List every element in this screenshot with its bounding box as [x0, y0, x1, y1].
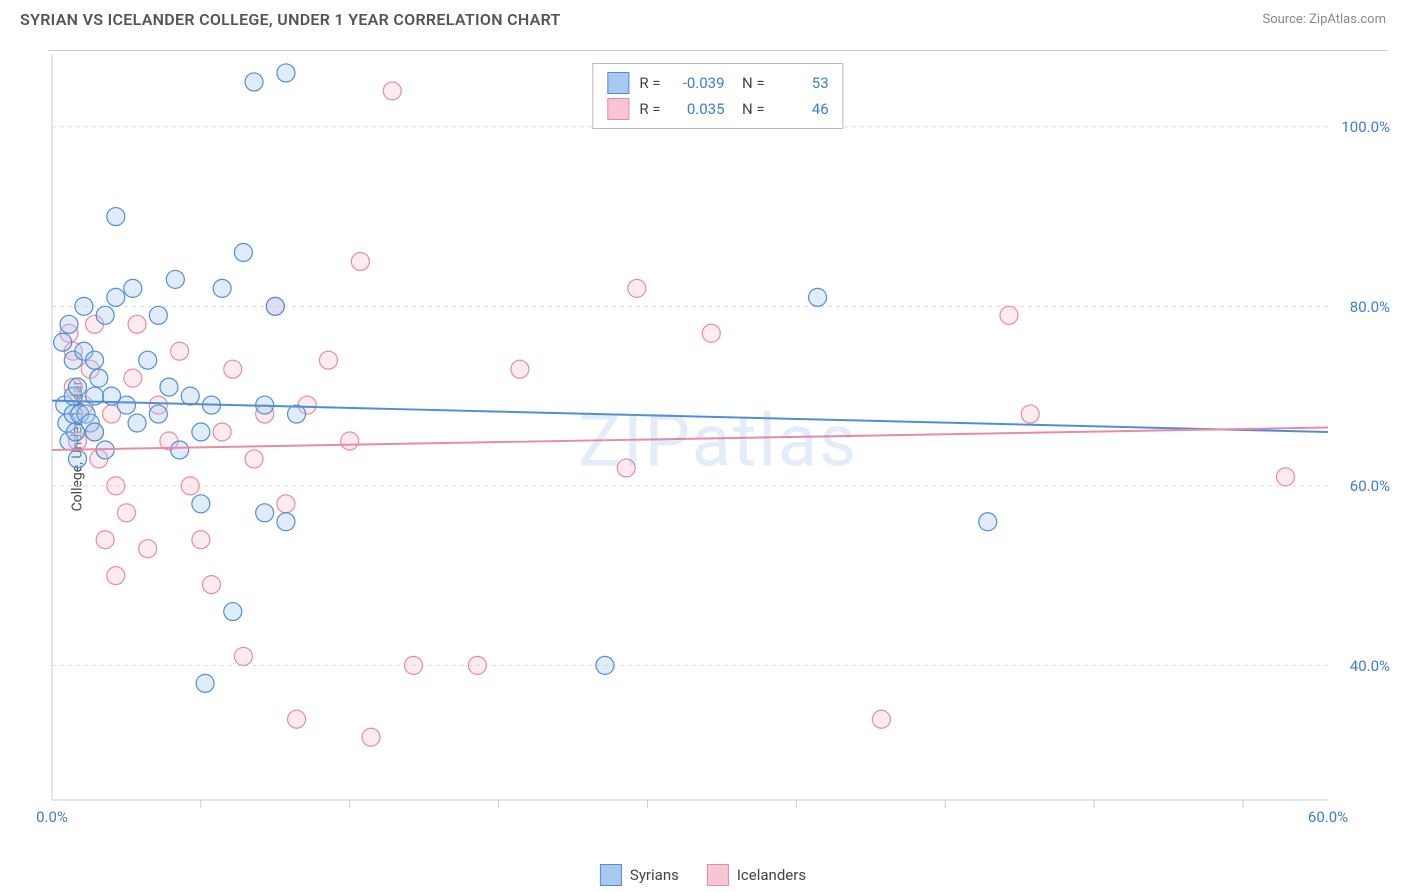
legend-r-value-icelanders: 0.035: [671, 100, 725, 118]
y-tick-label: 100.0%: [1337, 118, 1394, 136]
chart-source: Source: ZipAtlas.com: [1262, 12, 1386, 27]
chart-area: ZIPatlas R = -0.039 N = 53 R = 0.035 N =…: [48, 50, 1388, 830]
y-tick-label: 60.0%: [1346, 477, 1394, 495]
x-tick-label: 60.0%: [1308, 808, 1348, 826]
legend-n-label: N =: [735, 100, 765, 118]
legend-label-syrians: Syrians: [630, 866, 679, 884]
chart-header: SYRIAN VS ICELANDER COLLEGE, UNDER 1 YEA…: [0, 0, 1406, 35]
scatter-plot: [48, 51, 1388, 830]
legend-n-label: N =: [735, 74, 765, 92]
x-tick-label: 0.0%: [36, 808, 68, 826]
legend-r-value-syrians: -0.039: [671, 74, 725, 92]
chart-title: SYRIAN VS ICELANDER COLLEGE, UNDER 1 YEA…: [20, 10, 561, 29]
legend-swatch-icelanders-icon: [707, 864, 729, 886]
legend-n-value-syrians: 53: [775, 74, 829, 92]
y-tick-label: 40.0%: [1346, 657, 1394, 675]
series-legend: Syrians Icelanders: [600, 864, 806, 886]
legend-swatch-icelanders: [607, 98, 629, 120]
legend-item-syrians: Syrians: [600, 864, 679, 886]
legend-item-icelanders: Icelanders: [707, 864, 806, 886]
correlation-legend: R = -0.039 N = 53 R = 0.035 N = 46: [592, 63, 843, 129]
legend-swatch-syrians-icon: [600, 864, 622, 886]
legend-row-syrians: R = -0.039 N = 53: [607, 70, 828, 96]
legend-r-label: R =: [639, 74, 660, 92]
legend-swatch-syrians: [607, 72, 629, 94]
legend-label-icelanders: Icelanders: [737, 866, 806, 884]
y-tick-label: 80.0%: [1346, 298, 1394, 316]
legend-n-value-icelanders: 46: [775, 100, 829, 118]
legend-row-icelanders: R = 0.035 N = 46: [607, 96, 828, 122]
legend-r-label: R =: [639, 100, 660, 118]
